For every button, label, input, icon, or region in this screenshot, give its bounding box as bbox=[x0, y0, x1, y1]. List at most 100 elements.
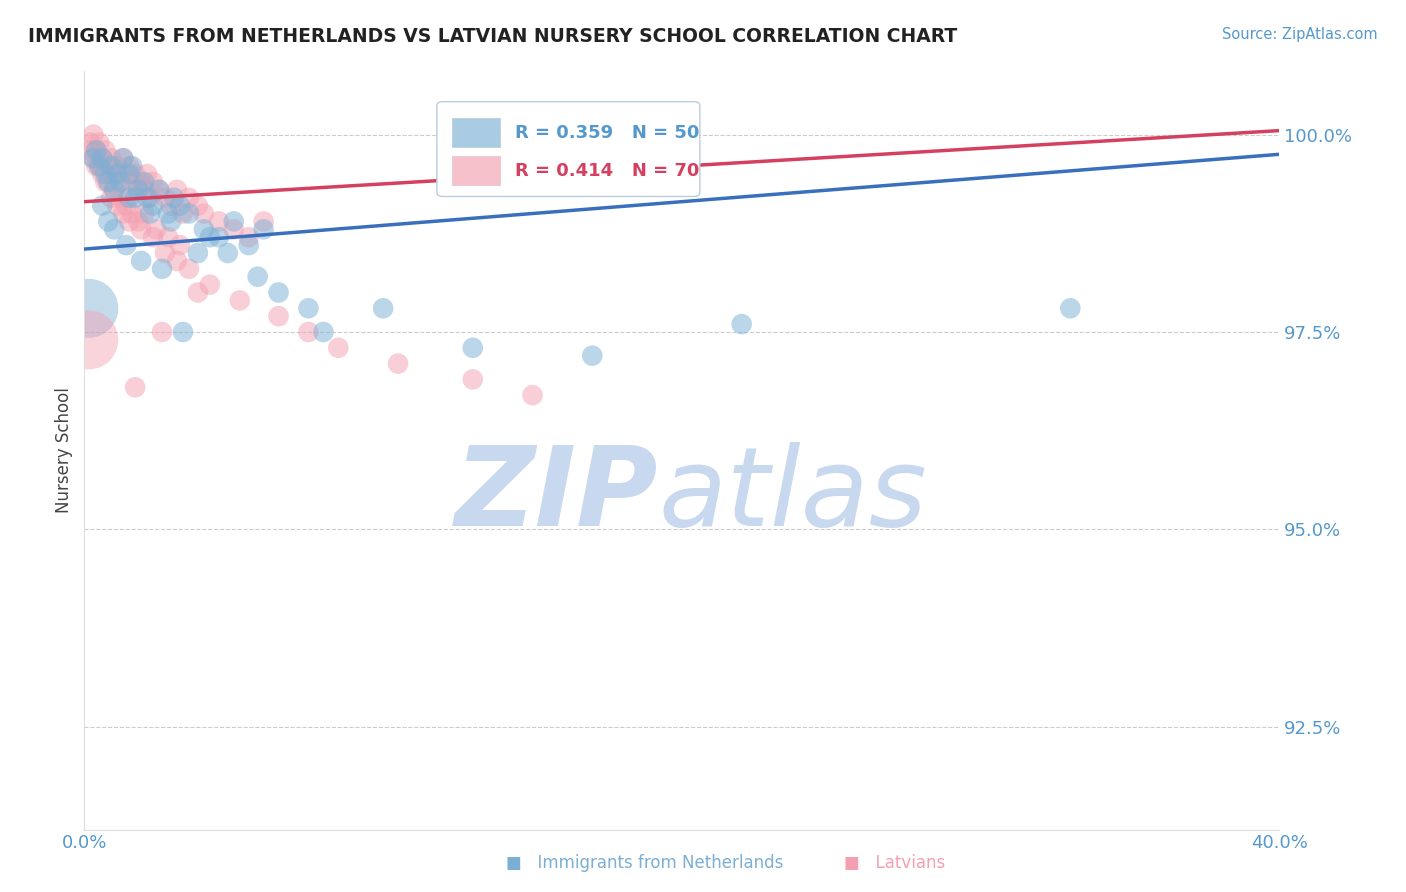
Point bbox=[115, 167, 138, 181]
Point bbox=[86, 159, 108, 173]
Text: ZIP: ZIP bbox=[454, 442, 658, 549]
Point bbox=[166, 183, 188, 197]
Point bbox=[328, 341, 350, 355]
Point bbox=[267, 309, 290, 323]
Point bbox=[222, 222, 245, 236]
Point bbox=[91, 199, 114, 213]
Point bbox=[297, 325, 319, 339]
Point bbox=[97, 159, 120, 173]
Point bbox=[187, 285, 209, 300]
Point bbox=[79, 144, 101, 158]
Point bbox=[153, 191, 176, 205]
Text: R = 0.359   N = 50: R = 0.359 N = 50 bbox=[515, 124, 699, 142]
Point bbox=[139, 191, 162, 205]
Point bbox=[160, 214, 183, 228]
Point bbox=[110, 175, 132, 189]
Point bbox=[169, 199, 191, 213]
Point bbox=[731, 317, 754, 331]
Point bbox=[139, 206, 162, 220]
Point bbox=[124, 167, 146, 181]
Point bbox=[177, 261, 200, 276]
Point bbox=[142, 230, 165, 244]
Bar bbox=[453, 156, 501, 186]
Point bbox=[118, 214, 141, 228]
Point bbox=[177, 206, 200, 220]
Point bbox=[91, 151, 114, 165]
Point bbox=[142, 175, 165, 189]
Point bbox=[89, 159, 111, 173]
Point bbox=[142, 199, 165, 213]
Point bbox=[187, 199, 209, 213]
Point bbox=[172, 206, 194, 220]
Point bbox=[97, 214, 120, 228]
Point bbox=[105, 159, 128, 173]
Point bbox=[246, 269, 269, 284]
Point bbox=[157, 206, 180, 220]
Point bbox=[208, 214, 231, 228]
Point bbox=[132, 175, 156, 189]
Point bbox=[115, 199, 138, 213]
Point bbox=[103, 183, 125, 197]
Point bbox=[198, 277, 221, 292]
Point bbox=[136, 167, 159, 181]
Point bbox=[160, 199, 183, 213]
Point bbox=[112, 206, 135, 220]
Point bbox=[112, 151, 135, 165]
Point bbox=[82, 128, 104, 142]
Point bbox=[387, 357, 409, 371]
Point bbox=[148, 183, 170, 197]
Point bbox=[91, 151, 114, 165]
Point bbox=[136, 191, 159, 205]
Point bbox=[373, 301, 395, 316]
Text: Source: ZipAtlas.com: Source: ZipAtlas.com bbox=[1222, 27, 1378, 42]
Point bbox=[86, 144, 108, 158]
Point bbox=[89, 159, 111, 173]
Point bbox=[198, 230, 221, 244]
Point bbox=[166, 253, 188, 268]
Point bbox=[253, 214, 276, 228]
Point bbox=[79, 136, 101, 150]
Text: atlas: atlas bbox=[658, 442, 927, 549]
Point bbox=[193, 222, 215, 236]
Point bbox=[148, 183, 170, 197]
Point bbox=[222, 214, 245, 228]
Point bbox=[153, 246, 176, 260]
Point bbox=[103, 183, 125, 197]
Point bbox=[127, 183, 149, 197]
Point bbox=[110, 175, 132, 189]
Point bbox=[253, 222, 276, 236]
Point bbox=[297, 301, 319, 316]
Point bbox=[127, 183, 149, 197]
Point bbox=[132, 183, 156, 197]
Point bbox=[110, 191, 132, 205]
Bar bbox=[453, 119, 501, 147]
Point bbox=[172, 325, 194, 339]
Point bbox=[187, 246, 209, 260]
Point bbox=[94, 175, 117, 189]
Point bbox=[118, 167, 141, 181]
Point bbox=[121, 159, 143, 173]
Point bbox=[112, 151, 135, 165]
Point bbox=[1059, 301, 1081, 316]
Point bbox=[238, 238, 260, 252]
Point bbox=[82, 151, 104, 165]
Point bbox=[150, 325, 173, 339]
Point bbox=[229, 293, 252, 308]
Point bbox=[177, 191, 200, 205]
Text: ■   Immigrants from Netherlands: ■ Immigrants from Netherlands bbox=[506, 855, 783, 872]
Point bbox=[105, 167, 128, 181]
Point bbox=[100, 159, 122, 173]
Point bbox=[77, 333, 100, 347]
Point bbox=[121, 175, 143, 189]
Point bbox=[97, 175, 120, 189]
Y-axis label: Nursery School: Nursery School bbox=[55, 387, 73, 514]
Point bbox=[267, 285, 290, 300]
Text: R = 0.414   N = 70: R = 0.414 N = 70 bbox=[515, 161, 699, 179]
Point bbox=[77, 301, 100, 316]
Point bbox=[129, 253, 152, 268]
Point bbox=[129, 175, 152, 189]
Point bbox=[150, 261, 173, 276]
Text: IMMIGRANTS FROM NETHERLANDS VS LATVIAN NURSERY SCHOOL CORRELATION CHART: IMMIGRANTS FROM NETHERLANDS VS LATVIAN N… bbox=[28, 27, 957, 45]
Point bbox=[461, 341, 484, 355]
Point bbox=[86, 144, 108, 158]
